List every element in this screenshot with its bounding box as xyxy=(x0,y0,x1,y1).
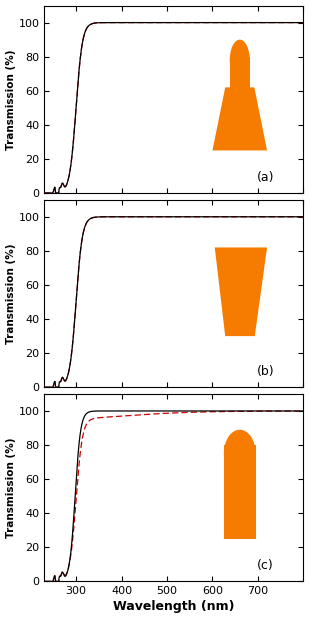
Text: (c): (c) xyxy=(257,559,273,572)
Text: (b): (b) xyxy=(257,365,274,378)
Text: (a): (a) xyxy=(257,171,274,184)
Polygon shape xyxy=(215,248,267,336)
Bar xyxy=(224,454,256,539)
Ellipse shape xyxy=(224,430,256,477)
Y-axis label: Transmission (%): Transmission (%) xyxy=(6,243,15,344)
Bar xyxy=(230,57,250,77)
Polygon shape xyxy=(230,71,250,91)
X-axis label: Wavelength (nm): Wavelength (nm) xyxy=(113,600,235,613)
Y-axis label: Transmission (%): Transmission (%) xyxy=(6,49,15,150)
Bar xyxy=(224,445,256,462)
Ellipse shape xyxy=(230,40,250,80)
Y-axis label: Transmission (%): Transmission (%) xyxy=(6,438,15,538)
Polygon shape xyxy=(213,87,267,150)
